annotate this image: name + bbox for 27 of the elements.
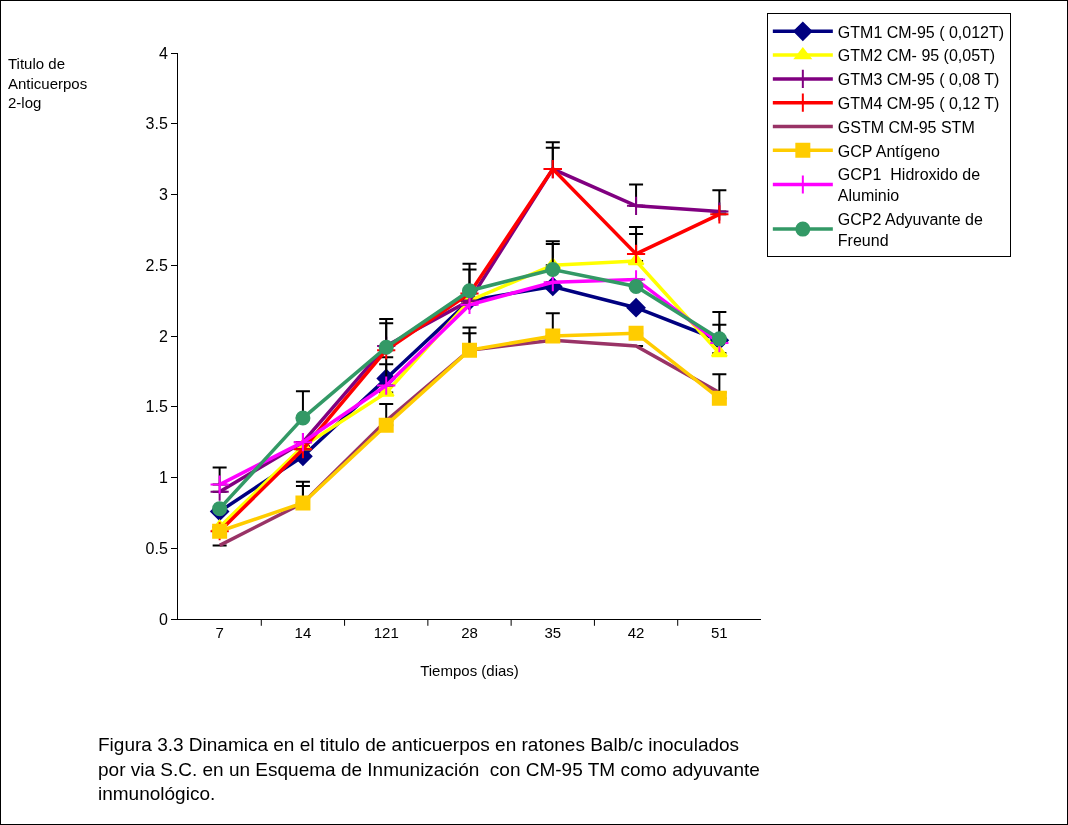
y-tick-label: 0.5: [145, 539, 168, 557]
x-tick-label: 28: [461, 624, 478, 641]
y-axis-title: Titulo de Anticuerpos 2-log: [8, 55, 88, 111]
y-tick-label: 1: [158, 469, 168, 487]
legend-label: GTM3 CM-95 ( 0,08 T): [837, 71, 1000, 89]
x-tick-label: 42: [627, 624, 645, 641]
x-tick-label: 35: [544, 624, 562, 641]
text: Figura 3.3 Dinamica en el titulo de anticuerpos en ratones Balb/c inoculados por via S.C. en un Esquema de Inmunización con CM-95 TM como adyuvante inmunológico.: [98, 734, 760, 805]
legend-label: GSTM CM-95 STM: [837, 118, 975, 136]
y-tick-label: 2.5: [145, 256, 168, 274]
y-tick-label: 4: [158, 44, 168, 62]
y-tick-label: 2: [158, 327, 168, 345]
y-tick-label: 3.5: [145, 115, 168, 133]
legend-label: GTM1 CM-95 ( 0,012T): [837, 23, 1005, 41]
x-tick-label: 14: [294, 624, 312, 641]
legend-label: GTM4 CM-95 ( 0,12 T): [837, 94, 1000, 112]
x-tick-label: 7: [215, 624, 224, 641]
x-tick-label: 51: [711, 624, 728, 641]
legend-label: GTM2 CM- 95 (0,05T): [837, 47, 996, 65]
y-tick-label: 3: [158, 186, 168, 204]
y-tick-label: 1.5: [145, 398, 168, 416]
y-tick-label: 0: [158, 610, 168, 628]
legend-label: GCP Antígeno: [837, 142, 940, 160]
x-tick-label: 121: [373, 624, 399, 641]
legend-label: GCP1 Hidroxido de Aluminio: [837, 166, 981, 205]
legend-label: GCP2 Adyuvante de Freund: [837, 210, 983, 249]
x-axis-title: Tiempos (dias): [420, 662, 519, 679]
